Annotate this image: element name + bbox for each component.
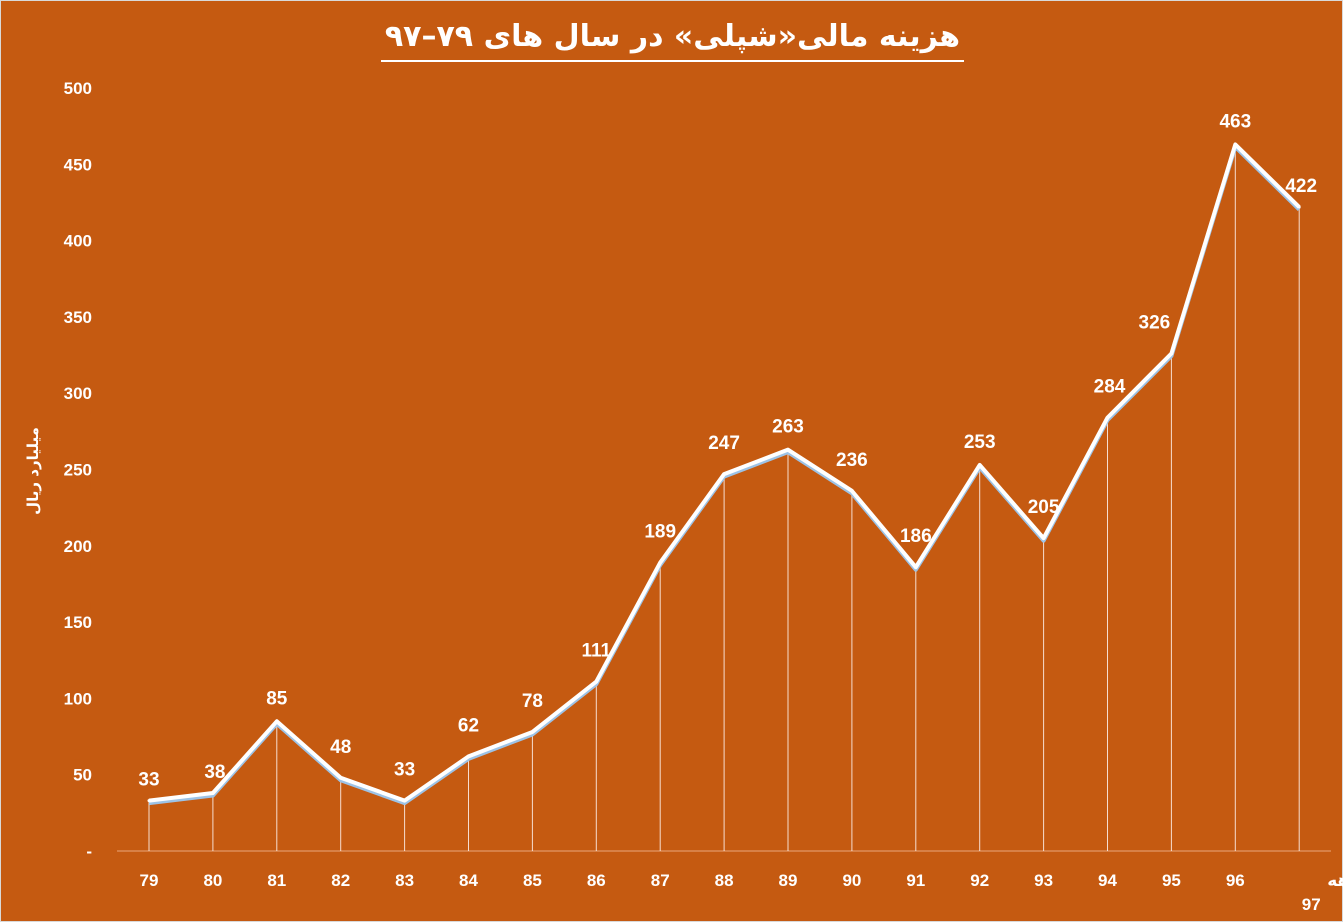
data-point <box>850 489 854 493</box>
data-point <box>339 776 343 780</box>
chart-title-text: هزینه مالی«شپلی» در سال های ۷۹–۹۷ <box>380 19 965 62</box>
x-tick-label: 83 <box>395 871 414 890</box>
data-point <box>658 561 662 565</box>
x-tick-label: 93 <box>1034 871 1053 890</box>
x-tick-label: 89 <box>779 871 798 890</box>
x-tick-label: 84 <box>459 871 478 890</box>
data-point <box>275 719 279 723</box>
y-tick-label: 50 <box>73 766 92 785</box>
chart-title: هزینه مالی«شپلی» در سال های ۷۹–۹۷ <box>1 19 1343 62</box>
y-tick-label: 500 <box>64 79 92 98</box>
data-label: 85 <box>266 688 288 709</box>
data-point <box>786 448 790 452</box>
x-tick-label: 80 <box>203 871 222 890</box>
y-tick-label: 350 <box>64 308 92 327</box>
data-point <box>147 799 151 803</box>
data-point <box>594 680 598 684</box>
data-label: 205 <box>1028 497 1060 518</box>
data-point <box>467 754 470 758</box>
data-point <box>978 463 982 467</box>
data-label: 253 <box>964 432 996 453</box>
y-tick-label: - <box>86 842 92 861</box>
data-label: 111 <box>581 641 611 662</box>
data-label: 78 <box>522 691 543 712</box>
x-tick-label: 88 <box>715 871 734 890</box>
y-tick-label: 450 <box>64 155 92 174</box>
data-label: 236 <box>836 450 868 471</box>
data-point <box>1169 352 1173 356</box>
x-tick-label: 81 <box>267 871 286 890</box>
y-tick-label: 300 <box>64 384 92 403</box>
x-tick-label: 96 <box>1226 871 1245 890</box>
data-label: 33 <box>138 770 159 791</box>
data-label: 463 <box>1219 111 1251 132</box>
data-label: 247 <box>708 433 740 454</box>
x-tick-label: 92 <box>970 871 989 890</box>
x-tick-label: 79 <box>140 871 159 890</box>
x-tick-label: 95 <box>1162 871 1181 890</box>
x-tick-label: 91 <box>906 871 925 890</box>
y-tick-label: 100 <box>64 689 92 708</box>
data-point <box>914 565 918 569</box>
data-label: 33 <box>394 760 415 781</box>
x-tick-label: 90 <box>842 871 861 890</box>
data-label: 48 <box>330 737 351 758</box>
data-label: 38 <box>204 762 225 783</box>
data-label: 263 <box>772 417 804 438</box>
data-label: 62 <box>458 715 479 736</box>
x-tick-label: 86 <box>587 871 606 890</box>
data-point <box>722 472 726 476</box>
y-tick-label: 250 <box>64 461 92 480</box>
data-point <box>1106 416 1109 420</box>
data-point <box>1297 205 1301 209</box>
data-point <box>530 730 534 734</box>
x-tick-label: 94 <box>1098 871 1117 890</box>
data-point <box>1233 142 1237 146</box>
x-tick-label: 9 ماهه97 <box>1302 871 1343 914</box>
y-tick-label: 200 <box>64 537 92 556</box>
data-point <box>1042 536 1046 540</box>
data-label: 284 <box>1094 377 1126 398</box>
data-label: 326 <box>1139 313 1171 334</box>
data-label: 189 <box>644 522 676 543</box>
y-tick-label: 150 <box>64 613 92 632</box>
y-tick-label: 400 <box>64 232 92 251</box>
x-tick-label: 87 <box>651 871 670 890</box>
data-label: 186 <box>900 526 932 547</box>
data-point <box>403 799 407 803</box>
data-point <box>211 791 215 795</box>
x-tick-label: 82 <box>331 871 350 890</box>
data-label: 422 <box>1285 176 1317 197</box>
x-tick-label: 85 <box>523 871 542 890</box>
